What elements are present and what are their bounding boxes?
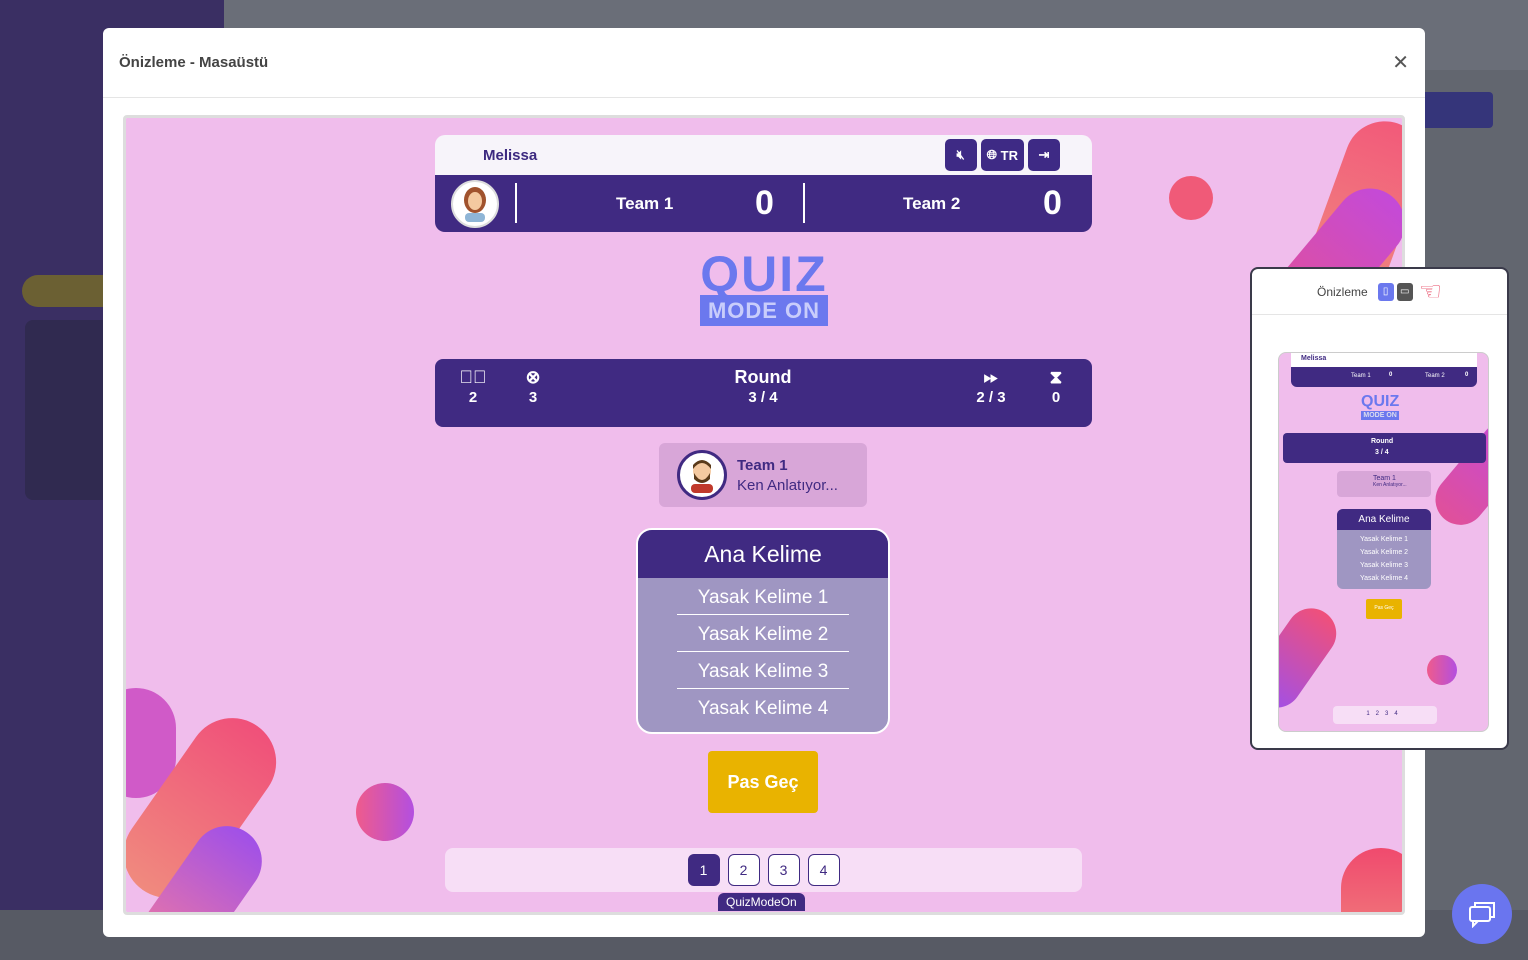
mini-stats: Round 3 / 4 bbox=[1283, 433, 1486, 463]
mute-button[interactable]: 🔇︎ bbox=[944, 139, 977, 171]
mobile-view-button[interactable]: ▯ bbox=[1377, 282, 1394, 301]
forbidden-word: Yasak Kelime 2 bbox=[677, 615, 849, 652]
logo-line2: MODE ON bbox=[699, 295, 829, 326]
divider bbox=[515, 183, 517, 223]
mini-forbidden: Yasak Kelime 3 bbox=[1359, 562, 1409, 569]
mini-player: Melissa bbox=[1291, 353, 1477, 367]
modal-header: Önizleme - Masaüstü ✕ bbox=[103, 28, 1425, 98]
main-word: Ana Kelime bbox=[638, 530, 888, 578]
stat-correct: ✓⃝ 2 bbox=[453, 367, 493, 406]
pass-button[interactable]: Pas Geç bbox=[708, 751, 818, 813]
preview-stage: Melissa 🔇︎ 🌐︎ TR ⇥ Team 1 0 Team 2 0 bbox=[123, 115, 1405, 915]
turn-status: Ken Anlatıyor... bbox=[737, 476, 838, 494]
x-circle-icon: ⊗ bbox=[525, 367, 541, 387]
team-1-name: Team 1 bbox=[616, 193, 674, 213]
forbidden-word: Yasak Kelime 3 bbox=[677, 652, 849, 689]
mini-pass-button: Pas Geç bbox=[1366, 599, 1402, 619]
stats-bar: ✓⃝ 2 ⊗ 3 Round 3 / 4 ⏩︎ 2 / 3 ⧗ 0 bbox=[435, 359, 1092, 427]
mini-pagination: 1234 bbox=[1333, 706, 1437, 724]
forbidden-word: Yasak Kelime 1 bbox=[677, 578, 849, 615]
round-value: 3 / 4 bbox=[748, 389, 778, 406]
mini-main-word: Ana Kelime bbox=[1337, 509, 1431, 530]
mini-score-2: 0 bbox=[1465, 372, 1469, 378]
team-1-score: 0 bbox=[755, 184, 774, 222]
mini-forbidden: Yasak Kelime 4 bbox=[1359, 575, 1409, 582]
divider bbox=[803, 183, 805, 223]
team-2-name: Team 2 bbox=[903, 193, 961, 213]
language-label: TR bbox=[1000, 147, 1018, 163]
decor-circle bbox=[1427, 655, 1457, 685]
mini-score-1: 0 bbox=[1389, 372, 1393, 378]
modal-title: Önizleme - Masaüstü bbox=[119, 54, 269, 71]
mobile-icon: ▯ bbox=[1382, 286, 1389, 297]
mini-logo-2: MODE ON bbox=[1361, 411, 1400, 420]
wrong-count: 3 bbox=[528, 389, 538, 406]
chat-icon bbox=[1469, 902, 1495, 928]
desktop-view-button[interactable]: ▭ bbox=[1396, 282, 1413, 301]
mini-team-2: Team 2 bbox=[1425, 373, 1445, 379]
check-circle-icon: ✓⃝ bbox=[459, 367, 487, 387]
mini-round-label: Round bbox=[1371, 438, 1394, 445]
mobile-game-thumbnail: Melissa Team 1 0 Team 2 0 QUIZ MODE ON R… bbox=[1278, 352, 1489, 732]
mini-turn-status: Ken Anlatıyor... bbox=[1373, 482, 1407, 488]
decor-blob bbox=[1425, 410, 1488, 536]
mini-card: Ana Kelime Yasak Kelime 1 Yasak Kelime 2… bbox=[1337, 509, 1431, 589]
mini-round: 3 / 4 bbox=[1375, 449, 1389, 456]
player-avatar bbox=[451, 179, 499, 228]
pointing-hand-icon: ☜ bbox=[1418, 276, 1442, 306]
background-sidebar-card bbox=[25, 320, 115, 500]
mobile-preview-header: Önizleme ▯ ▭ ☜ bbox=[1252, 269, 1507, 315]
team-2-score: 0 bbox=[1043, 184, 1062, 222]
stat-wrong: ⊗ 3 bbox=[513, 367, 553, 406]
page-button-4[interactable]: 4 bbox=[807, 854, 840, 886]
exit-button[interactable]: ⇥ bbox=[1028, 139, 1060, 171]
mobile-preview-title: Önizleme bbox=[1317, 284, 1368, 299]
player-name: Melissa bbox=[483, 146, 538, 164]
background-button bbox=[1415, 92, 1493, 128]
hourglass-icon: ⧗ bbox=[1049, 367, 1063, 387]
brand-label: QuizModeOn bbox=[718, 893, 805, 911]
page-button-1[interactable]: 1 bbox=[687, 854, 720, 886]
time-value: 0 bbox=[1051, 389, 1061, 406]
game-topbar: Melissa 🔇︎ 🌐︎ TR ⇥ Team 1 0 Team 2 0 bbox=[435, 135, 1092, 232]
decor-circle bbox=[1169, 176, 1213, 220]
mini-forbidden: Yasak Kelime 2 bbox=[1359, 549, 1409, 556]
mini-turn-team: Team 1 bbox=[1373, 475, 1396, 482]
mobile-preview-panel: Önizleme ▯ ▭ ☜ Melissa Team 1 0 Team 2 0… bbox=[1250, 267, 1509, 750]
pagination: 1 2 3 4 bbox=[445, 848, 1082, 892]
fast-forward-icon: ⏩︎ bbox=[983, 367, 999, 387]
round-label: Round bbox=[734, 367, 792, 387]
volume-mute-icon: 🔇︎ bbox=[956, 147, 965, 162]
scoreboard: Team 1 0 Team 2 0 bbox=[435, 175, 1092, 232]
language-button[interactable]: 🌐︎ TR bbox=[980, 139, 1024, 171]
decor-circle bbox=[356, 783, 414, 841]
mini-team-1: Team 1 bbox=[1351, 373, 1371, 379]
page-button-2[interactable]: 2 bbox=[727, 854, 760, 886]
logo-line1: QUIZ bbox=[700, 246, 828, 302]
correct-count: 2 bbox=[468, 389, 478, 406]
narrator-avatar bbox=[677, 450, 727, 500]
desktop-icon: ▭ bbox=[1399, 286, 1410, 297]
preview-modal: Önizleme - Masaüstü ✕ Melissa 🔇︎ 🌐︎ TR ⇥ bbox=[103, 28, 1425, 937]
stat-round: Round 3 / 4 bbox=[723, 367, 803, 406]
sign-out-icon: ⇥ bbox=[1038, 147, 1050, 162]
page-button-3[interactable]: 3 bbox=[767, 854, 800, 886]
quiz-logo: QUIZ MODE ON bbox=[696, 246, 832, 326]
decor-blob bbox=[1341, 848, 1402, 912]
mini-logo-1: QUIZ bbox=[1361, 393, 1400, 410]
turn-indicator: Team 1 Ken Anlatıyor... bbox=[659, 443, 867, 507]
chat-button[interactable] bbox=[1452, 884, 1512, 944]
stat-time: ⧗ 0 bbox=[1036, 367, 1076, 406]
forbidden-word: Yasak Kelime 4 bbox=[697, 698, 829, 719]
pass-value: 2 / 3 bbox=[976, 389, 1006, 406]
mini-forbidden: Yasak Kelime 1 bbox=[1359, 536, 1409, 543]
mini-turn: Team 1 Ken Anlatıyor... bbox=[1337, 471, 1431, 497]
game-screen: Melissa 🔇︎ 🌐︎ TR ⇥ Team 1 0 Team 2 0 bbox=[126, 118, 1402, 912]
decor-blob bbox=[1279, 598, 1347, 718]
turn-team: Team 1 bbox=[737, 456, 788, 474]
close-icon[interactable]: ✕ bbox=[1392, 52, 1409, 74]
globe-icon: 🌐︎ bbox=[986, 147, 998, 162]
stat-pass: ⏩︎ 2 / 3 bbox=[971, 367, 1011, 406]
word-card: Ana Kelime Yasak Kelime 1 Yasak Kelime 2… bbox=[636, 528, 890, 734]
